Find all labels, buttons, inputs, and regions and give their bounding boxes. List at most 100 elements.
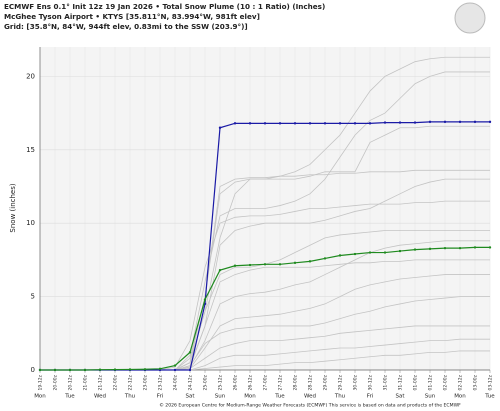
series-line-point xyxy=(293,122,297,125)
series-line-point xyxy=(308,260,312,263)
day-label: Fri xyxy=(157,394,164,400)
x-tick-label: 25-00z xyxy=(203,374,209,390)
x-tick-label: 31-00z xyxy=(383,374,389,390)
x-tick-label: 25-12z xyxy=(218,374,224,390)
chart-title: ECMWF Ens 0.1° Init 12z 19 Jan 2026 • To… xyxy=(4,2,325,11)
series-line-point xyxy=(398,249,402,253)
day-label: Thu xyxy=(124,394,135,400)
series-line-point xyxy=(68,368,72,372)
x-tick-label: 03-00z xyxy=(473,374,479,390)
footer: © 2026 European Centre for Medium-Range … xyxy=(159,402,461,409)
series-line-point xyxy=(488,246,492,249)
series-line-point xyxy=(233,264,237,267)
day-label: Mon xyxy=(34,394,46,400)
series-line-point xyxy=(263,263,267,266)
x-tick-label: 24-00z xyxy=(173,374,179,390)
series-line-point xyxy=(113,368,117,371)
day-label: Sat xyxy=(185,394,195,400)
series-line-point xyxy=(338,254,342,257)
day-label: Tue xyxy=(484,394,495,400)
day-label: Tue xyxy=(274,394,285,400)
series-line-point xyxy=(383,251,387,254)
series-line-point xyxy=(263,122,267,125)
chart-subtitle: McGhee Tyson Airport • KTYS [35.811°N, 8… xyxy=(4,12,260,21)
x-tick-label: 28-12z xyxy=(308,374,314,390)
series-line-point xyxy=(458,120,462,124)
day-label: Tue xyxy=(64,394,75,400)
series-line-point xyxy=(413,248,417,251)
series-line-point xyxy=(248,263,252,267)
x-tick-label: 27-00z xyxy=(263,374,269,390)
series-line-point xyxy=(353,252,357,256)
x-tick-label: 21-12z xyxy=(98,374,104,390)
series-line-point xyxy=(473,120,477,124)
x-tick-label: 26-12z xyxy=(248,374,254,390)
x-tick-label: 02-00z xyxy=(443,374,449,390)
series-line-point xyxy=(173,364,177,367)
x-tick-label: 28-00z xyxy=(293,374,299,390)
x-tick-label: 26-00z xyxy=(233,374,239,390)
x-tick-label: 03-12z xyxy=(488,374,494,390)
day-label: Sun xyxy=(215,394,226,400)
x-tick-label: 29-00z xyxy=(323,374,329,390)
x-tick-label: 20-00z xyxy=(53,374,59,390)
series-line-point xyxy=(323,257,327,260)
series-line-point xyxy=(128,368,132,371)
y-tick-label: 5 xyxy=(31,293,35,301)
series-line-point xyxy=(143,368,147,371)
y-tick-label: 15 xyxy=(26,146,35,154)
series-line-point xyxy=(218,268,222,272)
series-line-point xyxy=(488,120,492,124)
day-label: Sat xyxy=(395,394,405,400)
y-tick-label: 20 xyxy=(26,72,35,80)
series-line-point xyxy=(458,246,462,250)
series-line-point xyxy=(353,122,357,125)
x-tick-label: 23-00z xyxy=(143,374,149,390)
x-tick-label: 30-00z xyxy=(353,374,359,390)
x-tick-label: 29-12z xyxy=(338,374,344,390)
x-tick-label: 22-12z xyxy=(128,374,134,390)
x-tick-label: 24-12z xyxy=(188,374,194,390)
series-line-point xyxy=(308,122,312,125)
x-tick-label: 31-12z xyxy=(398,374,404,390)
x-tick-label: 30-12z xyxy=(368,374,374,390)
x-tick-label: 20-12z xyxy=(68,374,74,390)
series-line-point xyxy=(83,368,87,372)
series-line-point xyxy=(413,121,417,124)
series-line-point xyxy=(428,120,432,124)
series-line-point xyxy=(98,368,102,371)
series-line-point xyxy=(203,298,207,301)
series-line-point xyxy=(398,121,402,124)
series-line-point xyxy=(188,351,192,354)
series-line-point xyxy=(323,122,327,125)
series-line-point xyxy=(233,122,237,125)
x-tick-label: 02-12z xyxy=(458,374,464,390)
series-line-point xyxy=(188,368,192,372)
series-line-point xyxy=(383,121,387,124)
series-line-point xyxy=(473,246,477,249)
day-label: Thu xyxy=(334,394,345,400)
series-line-point xyxy=(443,120,447,124)
y-tick-label: 10 xyxy=(26,219,35,227)
series-line-point xyxy=(218,126,222,129)
series-line-point xyxy=(443,246,447,250)
series-line-point xyxy=(368,251,372,254)
y-axis-label: Snow (inches) xyxy=(9,183,17,232)
day-label: Fri xyxy=(367,394,374,400)
series-line-point xyxy=(38,368,42,372)
series-line-point xyxy=(158,367,162,371)
x-tick-label: 27-12z xyxy=(278,374,284,390)
day-label: Mon xyxy=(454,394,466,400)
x-tick-label: 01-12z xyxy=(428,374,434,390)
series-line-point xyxy=(293,261,297,265)
series-line-point xyxy=(428,247,432,251)
day-label: Wed xyxy=(94,394,106,400)
x-tick-label: 23-12z xyxy=(158,374,164,390)
series-line-point xyxy=(278,263,282,266)
day-label: Mon xyxy=(244,394,256,400)
x-tick-label: 22-00z xyxy=(113,374,119,390)
series-line-point xyxy=(53,368,57,372)
series-line-point xyxy=(368,122,372,125)
x-tick-label: 01-00z xyxy=(413,374,419,390)
